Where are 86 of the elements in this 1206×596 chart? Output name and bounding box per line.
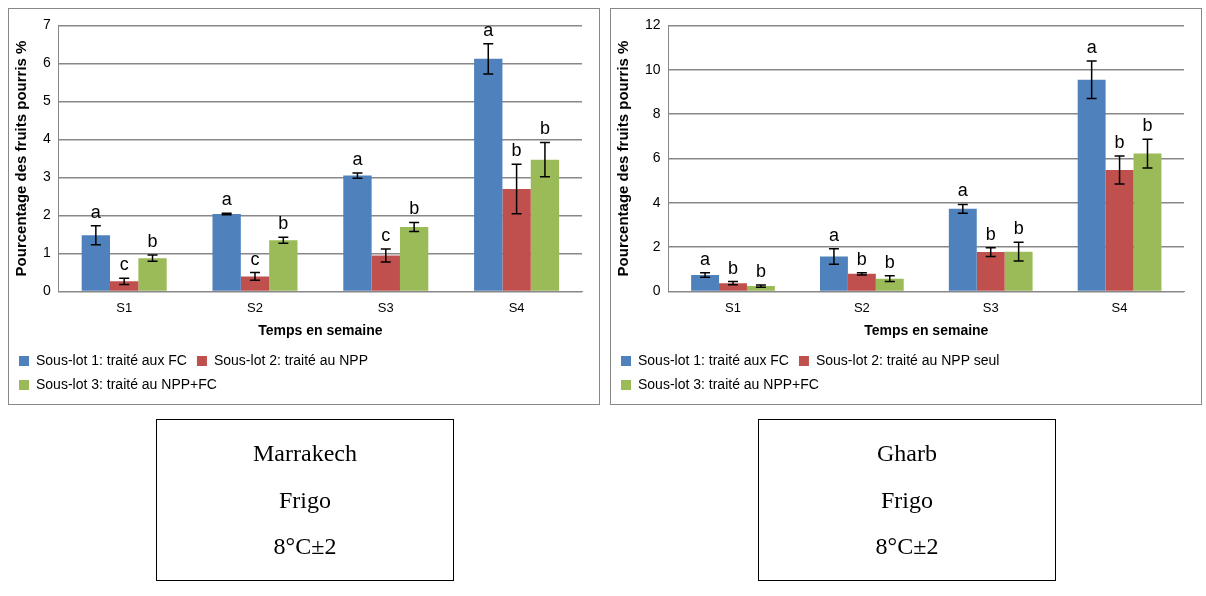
bar [691, 274, 720, 291]
bar [399, 226, 429, 291]
y-tick-label: 2 [652, 238, 661, 255]
data-label: a [957, 180, 969, 201]
text: Marrakech [253, 439, 357, 467]
data-label: b [1013, 218, 1024, 239]
bar [269, 240, 298, 291]
bar [474, 58, 503, 291]
bar [81, 235, 111, 291]
text: Gharb [877, 439, 937, 467]
bar [719, 283, 747, 291]
text: Frigo [278, 486, 331, 514]
bar [819, 256, 848, 291]
y-tick-label: 4 [42, 130, 51, 147]
bar [948, 208, 977, 291]
data-label: c [250, 248, 260, 269]
x-tick-label: S2 [247, 299, 263, 315]
y-tick-label: 6 [652, 149, 661, 166]
y-axis-title: Pourcentage des fruits pourris % [12, 40, 30, 277]
data-label: b [884, 251, 895, 272]
text: 8°C±2 [273, 533, 337, 561]
text: Frigo [880, 486, 933, 514]
bar [343, 175, 372, 291]
bar [138, 258, 167, 291]
data-label: a [352, 148, 364, 169]
data-label: b [278, 213, 289, 234]
bar [1004, 251, 1033, 291]
x-tick-label: S1 [116, 299, 133, 315]
bar [976, 252, 1005, 291]
data-label: b [511, 140, 522, 161]
legend-label: Sous-lot 2: traité au NPP seul [815, 351, 1000, 368]
y-tick-label: 4 [652, 193, 661, 210]
y-tick-label: 1 [42, 244, 51, 261]
x-tick-label: S3 [377, 299, 394, 315]
bar [110, 281, 139, 291]
bar [502, 188, 531, 291]
data-label: c [119, 254, 129, 275]
x-tick-label: S1 [725, 299, 741, 315]
legend-label: Sous-lot 3: traité au NPP+FC [36, 375, 217, 392]
bar [240, 276, 270, 291]
legend-label: Sous-lot 1: traité aux FC [36, 351, 187, 368]
y-tick-label: 2 [42, 206, 51, 223]
data-label: a [483, 19, 495, 40]
x-tick-label: S3 [982, 299, 999, 315]
y-tick-label: 0 [42, 282, 51, 299]
data-label: a [221, 189, 233, 210]
data-label: b [985, 223, 996, 244]
legend-label: Sous-lot 1: traité aux FC [638, 351, 789, 368]
data-label: a [828, 224, 840, 245]
y-tick-label: 3 [42, 168, 51, 185]
y-tick-label: 10 [644, 60, 661, 77]
data-label: b [1114, 132, 1125, 153]
x-tick-label: S4 [508, 299, 525, 315]
y-tick-label: 6 [42, 54, 51, 71]
data-label: b [856, 248, 867, 269]
text: 8°C±2 [875, 533, 939, 561]
y-tick-label: 7 [42, 16, 51, 33]
y-tick-label: 8 [652, 104, 661, 121]
bar [530, 159, 560, 291]
data-label: a [700, 248, 712, 269]
y-axis-title: Pourcentage des fruits pourris % [614, 40, 632, 277]
legend-label: Sous-lot 3: traité au NPP+FC [638, 375, 819, 392]
data-label: b [727, 257, 739, 278]
x-tick-label: S2 [853, 299, 870, 315]
data-label: c [381, 224, 391, 245]
data-label: b [1142, 115, 1153, 136]
data-label: a [90, 201, 102, 222]
y-tick-label: 5 [42, 92, 51, 109]
y-tick-label: 12 [644, 16, 661, 33]
data-label: b [539, 118, 550, 139]
bar [212, 214, 241, 291]
data-label: b [147, 231, 158, 252]
data-label: a [1086, 36, 1098, 57]
data-label: b [755, 260, 766, 281]
x-axis-title: Temps en semaine [864, 322, 989, 339]
x-tick-label: S4 [1111, 299, 1128, 315]
bar [1077, 79, 1106, 291]
x-axis-title: Temps en semaine [258, 322, 383, 339]
bar [847, 273, 876, 291]
bar [1133, 153, 1162, 291]
bar [371, 255, 400, 291]
y-tick-label: 0 [652, 282, 661, 299]
bar [875, 278, 904, 291]
legend-label: Sous-lot 2: traité au NPP [213, 351, 369, 368]
bar [1105, 170, 1134, 291]
data-label: b [409, 198, 420, 219]
